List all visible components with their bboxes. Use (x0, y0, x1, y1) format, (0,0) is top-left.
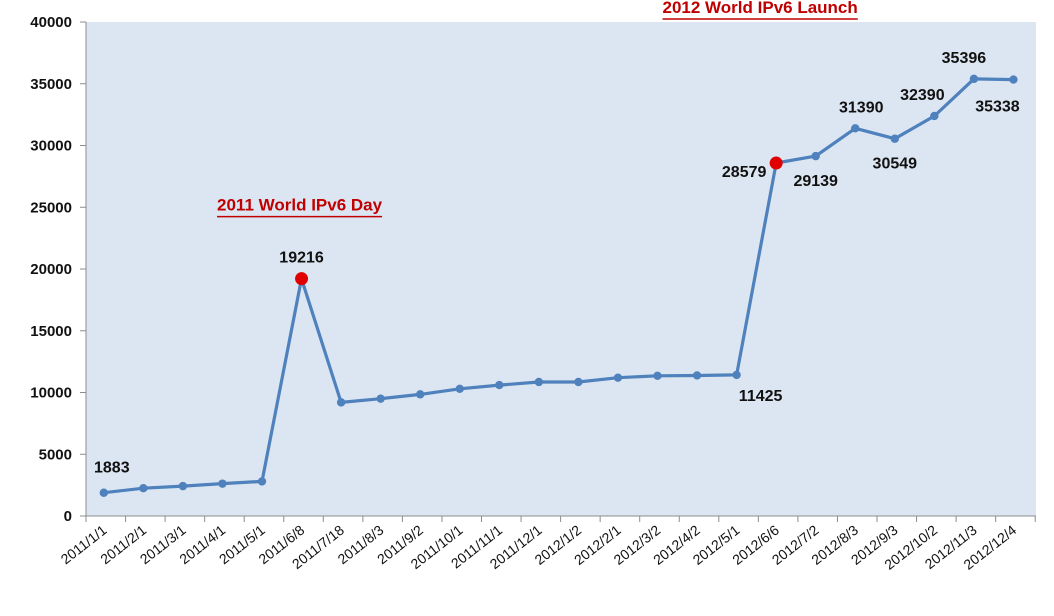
y-tick-label: 20000 (30, 261, 72, 278)
data-point (930, 111, 939, 121)
annotation-label: 2012 World IPv6 Launch (663, 0, 858, 17)
data-points (99, 74, 1018, 497)
data-point (692, 371, 702, 380)
y-tick-label: 5000 (39, 446, 72, 463)
data-label: 35338 (975, 99, 1020, 116)
annotations: 2011 World IPv6 Day 2012 World IPv6 Launc… (217, 0, 858, 218)
data-point (534, 377, 544, 387)
y-tick-label: 30000 (30, 138, 72, 155)
y-ticks: 0 5000 10000 15000 20000 25000 30000 35000 40000 (30, 14, 86, 525)
data-point (218, 479, 227, 488)
y-tick-label: 40000 (30, 14, 72, 31)
data-point (1009, 75, 1018, 84)
y-tick-label: 10000 (30, 385, 72, 402)
data-point (495, 380, 504, 390)
data-point (376, 394, 385, 403)
data-label: 32390 (900, 87, 945, 104)
data-point (653, 371, 662, 381)
y-tick-label: 0 (64, 508, 72, 525)
data-point (574, 377, 583, 387)
data-label: 30549 (873, 156, 918, 173)
data-label: 28579 (722, 164, 767, 181)
data-point (455, 384, 464, 393)
plot-area (86, 22, 1036, 516)
data-label: 1883 (94, 460, 130, 477)
data-point (613, 373, 623, 382)
data-labels: 1883 19216 11425 28579 29139 31390 30549 32390 3… (94, 50, 1020, 477)
data-label: 29139 (793, 173, 838, 190)
series-line (103, 77, 1014, 495)
data-point (139, 484, 148, 493)
data-label: 31390 (839, 99, 884, 116)
data-label: 19216 (279, 250, 324, 267)
data-point (257, 477, 267, 486)
data-point (416, 390, 425, 399)
y-tick-label: 15000 (30, 323, 72, 340)
data-point (890, 134, 900, 143)
data-point (851, 124, 860, 133)
highlight-point (769, 156, 783, 170)
data-label: 11425 (739, 388, 783, 405)
data-label: 35396 (942, 50, 987, 67)
y-tick-label: 25000 (30, 199, 72, 216)
data-point (99, 488, 108, 497)
data-point (969, 74, 979, 84)
highlight-point (295, 272, 309, 286)
y-tick-label: 35000 (30, 76, 72, 93)
data-point (811, 151, 820, 161)
annotation-label: 2011 World IPv6 Day (217, 196, 383, 215)
data-point (178, 481, 188, 491)
data-point (336, 398, 346, 407)
data-point (732, 370, 741, 380)
x-ticks: 2011/1/12011/2/12011/3/12011/4/12011/5/1… (58, 516, 1036, 573)
